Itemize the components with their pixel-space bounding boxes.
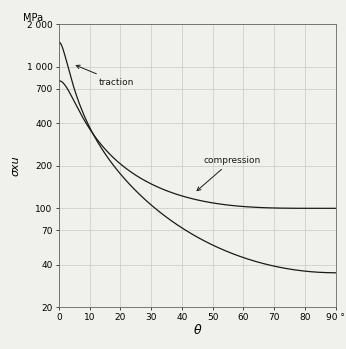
X-axis label: θ: θ	[193, 324, 201, 337]
Text: MPa: MPa	[23, 13, 43, 23]
Y-axis label: σxu: σxu	[11, 155, 21, 176]
Text: traction: traction	[76, 65, 134, 87]
Text: compression: compression	[197, 156, 261, 191]
